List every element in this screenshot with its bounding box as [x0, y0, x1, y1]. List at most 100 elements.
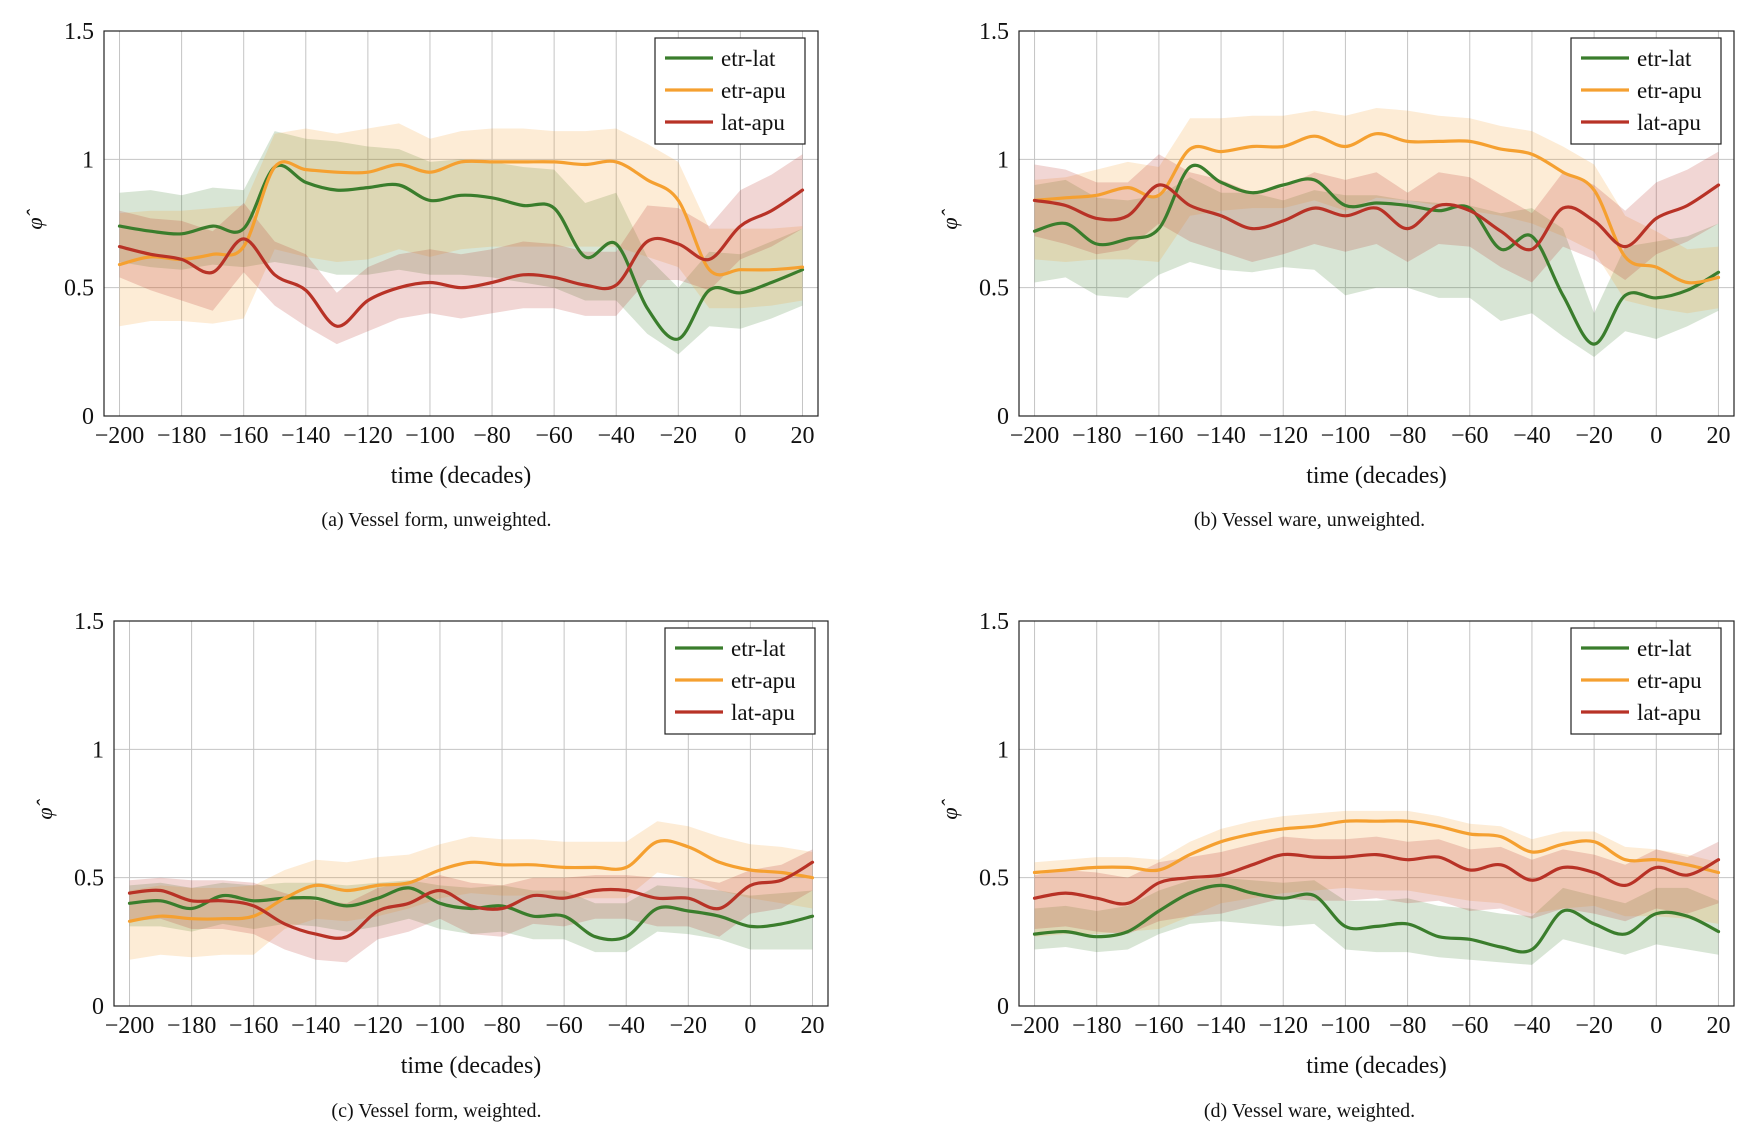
series-line-lat-apu — [127, 860, 815, 940]
x-tick-label: −160 — [219, 423, 269, 449]
x-tick-label: −200 — [105, 1013, 155, 1039]
legend-label-lat-apu: lat-apu — [1637, 700, 1701, 725]
x-tick-label: −80 — [473, 423, 511, 449]
x-tick-label: −140 — [291, 1013, 341, 1039]
x-tick-label: −160 — [1134, 423, 1184, 449]
band-etr-lat — [119, 131, 803, 355]
plot-frame — [113, 620, 829, 1007]
caption-b: (b) Vessel ware, unweighted. — [1193, 509, 1426, 531]
band-etr-lat — [1034, 177, 1719, 357]
x-tick-label: −100 — [405, 423, 455, 449]
legend-label-etr-apu: etr-apu — [731, 668, 796, 693]
y-tick-label: 1.5 — [979, 19, 1009, 45]
band-lat-apu — [1034, 151, 1719, 283]
y-axis-label: φ̂ — [937, 208, 962, 229]
y-axis-label: φ̂ — [32, 798, 57, 819]
caption-d: (d) Vessel ware, weighted. — [1203, 1100, 1416, 1122]
chart-panel-c: −200 −180 −160 −140 −120 −100 −80 −60 −40 −20 0 20 0… — [0, 590, 873, 1144]
x-tick-label: 0 — [1650, 423, 1662, 449]
y-tick-label: 0.5 — [979, 866, 1009, 892]
y-tick-label: 1 — [92, 737, 104, 763]
x-tick-label: −120 — [343, 423, 393, 449]
x-tick-label: −40 — [1513, 1013, 1551, 1039]
x-tick-label: −40 — [597, 423, 635, 449]
series-line-etr-lat — [127, 886, 815, 942]
x-tick-label: −40 — [607, 1013, 645, 1039]
x-axis-label: time (decades) — [1306, 463, 1447, 489]
x-tick-label: −180 — [1072, 1013, 1122, 1039]
chart-panel-b: −200 −180 −160 −140 −120 −100 −80 −60 −40 −20 0 20 0… — [873, 0, 1746, 572]
plot-frame — [1018, 620, 1735, 1007]
chart-c: −200 −180 −160 −140 −120 −100 −80 −60 −40 −20 0 200… — [32, 609, 829, 1079]
series-line-lat-apu — [117, 188, 805, 328]
x-tick-label: −200 — [1010, 423, 1060, 449]
series-line-etr-lat — [1032, 163, 1721, 346]
plot-frame — [103, 30, 819, 417]
x-tick-label: 20 — [800, 1013, 824, 1039]
x-tick-label: −20 — [1575, 1013, 1613, 1039]
plot-frame — [1018, 30, 1735, 417]
legend-label-etr-apu: etr-apu — [721, 78, 786, 103]
y-axis-label: φ̂ — [937, 798, 962, 819]
caption-a: (a) Vessel form, unweighted. — [321, 509, 552, 531]
series-line-lat-apu — [1032, 852, 1721, 906]
x-tick-label: −60 — [535, 423, 573, 449]
x-tick-label: 0 — [734, 423, 746, 449]
y-tick-label: 0.5 — [979, 276, 1009, 302]
legend-label-lat-apu: lat-apu — [1637, 110, 1701, 135]
y-tick-label: 1.5 — [74, 609, 104, 635]
x-tick-label: −100 — [1321, 1013, 1371, 1039]
x-tick-label: −80 — [483, 1013, 521, 1039]
series-line-lat-apu — [1032, 183, 1721, 252]
x-tick-label: −20 — [1575, 423, 1613, 449]
y-tick-label: 1.5 — [64, 19, 94, 45]
chart-a: −200 −180 −160 −140 −120 −100 −80 −60 −40 −20 0 200… — [22, 19, 819, 489]
y-axis-label: φ̂ — [22, 208, 47, 229]
series-line-etr-lat — [117, 163, 805, 341]
legend: etr-lat etr-apu lat-apu — [664, 627, 816, 735]
chart-b: −200 −180 −160 −140 −120 −100 −80 −60 −40 −20 0 200… — [937, 19, 1735, 489]
chart-d: −200 −180 −160 −140 −120 −100 −80 −60 −40 −20 0 200… — [937, 609, 1735, 1079]
x-tick-label: 0 — [744, 1013, 756, 1039]
y-tick-label: 1 — [997, 147, 1009, 173]
legend: etr-lat etr-apu lat-apu — [1570, 627, 1722, 735]
y-tick-label: 0.5 — [74, 866, 104, 892]
series-line-etr-apu — [1032, 132, 1721, 285]
y-tick-label: 0 — [92, 994, 104, 1020]
x-axis-label: time (decades) — [391, 463, 532, 489]
y-tick-label: 0 — [997, 994, 1009, 1020]
x-tick-label: 20 — [1706, 423, 1730, 449]
chart-panel-a: −200 −180 −160 −140 −120 −100 −80 −60 −40 −20 0 20 0… — [0, 0, 873, 572]
x-tick-label: 20 — [1706, 1013, 1730, 1039]
x-tick-label: −20 — [660, 423, 698, 449]
x-tick-label: −160 — [1134, 1013, 1184, 1039]
x-tick-label: −180 — [167, 1013, 217, 1039]
legend-label-etr-lat: etr-lat — [721, 46, 776, 71]
y-tick-label: 0.5 — [64, 276, 94, 302]
band-etr-lat — [1034, 877, 1719, 965]
band-etr-apu — [1034, 810, 1719, 937]
x-tick-label: −140 — [1196, 1013, 1246, 1039]
y-tick-label: 1 — [997, 737, 1009, 763]
x-tick-label: −100 — [1321, 423, 1371, 449]
y-tick-label: 0 — [997, 404, 1009, 430]
band-lat-apu — [1034, 836, 1719, 935]
x-tick-label: 0 — [1650, 1013, 1662, 1039]
x-tick-label: −140 — [1196, 423, 1246, 449]
band-etr-apu — [1034, 108, 1719, 314]
x-tick-label: 20 — [790, 423, 814, 449]
legend: etr-lat etr-apu lat-apu — [654, 37, 806, 145]
x-tick-label: −140 — [281, 423, 331, 449]
x-tick-label: −80 — [1389, 423, 1427, 449]
band-etr-apu — [119, 123, 803, 327]
x-tick-label: −120 — [1258, 423, 1308, 449]
y-tick-label: 1.5 — [979, 609, 1009, 635]
x-tick-label: −100 — [415, 1013, 465, 1039]
x-tick-label: −120 — [353, 1013, 403, 1039]
x-tick-label: −160 — [229, 1013, 279, 1039]
legend-label-lat-apu: lat-apu — [731, 700, 795, 725]
series-line-etr-apu — [127, 838, 815, 923]
x-tick-label: −80 — [1389, 1013, 1427, 1039]
x-tick-label: −180 — [157, 423, 207, 449]
legend-label-etr-lat: etr-lat — [731, 636, 786, 661]
